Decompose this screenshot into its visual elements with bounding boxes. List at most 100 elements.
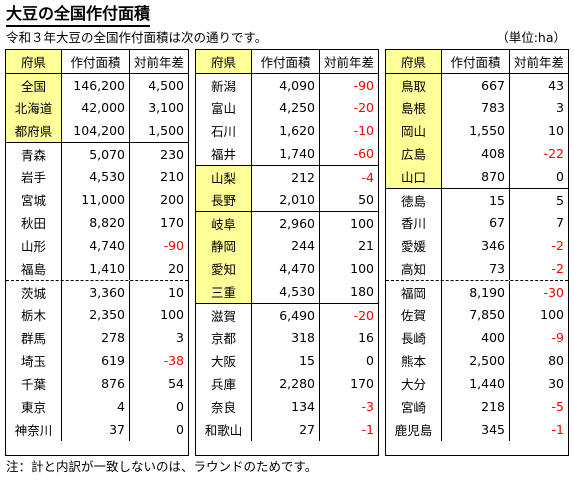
planted-area: 318 (252, 326, 320, 349)
planted-area: 218 (442, 395, 510, 418)
table-row: 長崎 400 -9 (386, 326, 568, 349)
planted-area: 4,090 (252, 74, 320, 97)
year-over-year-diff: 80 (548, 353, 564, 368)
planted-area: 2,500 (442, 349, 510, 372)
year-over-year-diff: 0 (176, 399, 184, 414)
planted-area: 67 (442, 211, 510, 234)
planted-area: 619 (62, 349, 130, 372)
table-row: 宮城 11,000 200 (6, 188, 188, 211)
table-row: 愛知 4,470 100 (196, 257, 378, 280)
year-over-year-diff: 180 (350, 284, 374, 299)
intro-text: 令和３年大豆の全国作付面積は次の通りです。 (6, 30, 268, 45)
table-row: 岡山 1,550 10 (386, 119, 568, 142)
prefecture-name: 宮城 (6, 188, 62, 211)
planted-area: 876 (62, 372, 130, 395)
planted-area: 1,740 (252, 142, 320, 165)
prefecture-name: 徳島 (386, 189, 442, 212)
table-row: 神奈川 37 0 (6, 418, 188, 441)
planted-area: 2,010 (252, 188, 320, 211)
year-over-year-diff: 50 (358, 192, 374, 207)
planted-area: 400 (442, 326, 510, 349)
planted-area: 2,350 (62, 303, 130, 326)
table-row: 新潟 4,090 -90 (196, 73, 378, 97)
prefecture-name: 大阪 (196, 349, 252, 372)
planted-area: 244 (252, 234, 320, 257)
table-row: 和歌山 27 -1 (196, 418, 378, 441)
table-row: 石川 1,620 -10 (196, 119, 378, 142)
prefecture-name: 福岡 (386, 281, 442, 304)
table-column-1: 府県 作付面積 対前年差 全国 146,200 4,500 北海道 42,000 3,100 都府… (5, 49, 189, 456)
planted-area: 146,200 (62, 74, 130, 97)
prefecture-name: 和歌山 (196, 418, 252, 441)
year-over-year-diff: 230 (160, 147, 184, 162)
year-over-year-diff: -20 (353, 308, 374, 323)
page-title: 大豆の全国作付面積 (6, 4, 151, 27)
year-over-year-diff: 170 (350, 376, 374, 391)
table-row: 三重 4,530 180 (196, 280, 378, 303)
prefecture-name: 鳥取 (386, 74, 442, 97)
planted-area: 37 (62, 418, 130, 441)
header-pref: 府県 (6, 50, 62, 73)
year-over-year-diff: 210 (160, 169, 184, 184)
table-row: 高知 73 -2 (386, 257, 568, 280)
year-over-year-diff: 7 (556, 215, 564, 230)
prefecture-name: 宮崎 (386, 395, 442, 418)
header-area: 作付面積 (252, 50, 320, 73)
prefecture-name: 三重 (196, 280, 252, 303)
year-over-year-diff: 10 (548, 123, 564, 138)
planted-area: 134 (252, 395, 320, 418)
prefecture-name: 静岡 (196, 234, 252, 257)
year-over-year-diff: -5 (551, 399, 564, 414)
planted-area: 104,200 (62, 119, 130, 142)
table-header-row: 府県 作付面積 対前年差 (6, 50, 188, 73)
table-row: 島根 783 3 (386, 96, 568, 119)
prefecture-name: 広島 (386, 142, 442, 165)
planted-area: 6,490 (252, 304, 320, 327)
year-over-year-diff: 170 (160, 215, 184, 230)
table-row: 京都 318 16 (196, 326, 378, 349)
year-over-year-diff: 3 (176, 330, 184, 345)
planted-area: 1,550 (442, 119, 510, 142)
table-row: 長野 2,010 50 (196, 188, 378, 211)
planted-area: 4,740 (62, 234, 130, 257)
year-over-year-diff: 16 (358, 330, 374, 345)
planted-area: 73 (442, 257, 510, 280)
prefecture-name: 岡山 (386, 119, 442, 142)
year-over-year-diff: 100 (540, 307, 564, 322)
header-area: 作付面積 (442, 50, 510, 73)
table-row: 香川 67 7 (386, 211, 568, 234)
planted-area: 15 (442, 189, 510, 212)
planted-area: 2,280 (252, 372, 320, 395)
table-header-row: 府県 作付面積 対前年差 (196, 50, 378, 73)
year-over-year-diff: 43 (548, 78, 564, 93)
planted-area: 1,440 (442, 372, 510, 395)
prefecture-name: 石川 (196, 119, 252, 142)
year-over-year-diff: 200 (160, 192, 184, 207)
planted-area: 4 (62, 395, 130, 418)
planted-area: 4,530 (62, 165, 130, 188)
planted-area: 4,250 (252, 96, 320, 119)
year-over-year-diff: -1 (361, 422, 374, 437)
table-row: 滋賀 6,490 -20 (196, 303, 378, 327)
table-row: 千葉 876 54 (6, 372, 188, 395)
table-header-row: 府県 作付面積 対前年差 (386, 50, 568, 73)
planted-area: 4,470 (252, 257, 320, 280)
year-over-year-diff: -30 (543, 285, 564, 300)
prefecture-name: 鹿児島 (386, 418, 442, 441)
prefecture-name: 神奈川 (6, 418, 62, 441)
table-row: 山形 4,740 -90 (6, 234, 188, 257)
prefecture-name: 秋田 (6, 211, 62, 234)
year-over-year-diff: 20 (168, 261, 184, 276)
year-over-year-diff: -2 (551, 261, 564, 276)
planted-area: 8,820 (62, 211, 130, 234)
year-over-year-diff: -3 (361, 399, 374, 414)
prefecture-name: 長崎 (386, 326, 442, 349)
prefecture-name: 長野 (196, 188, 252, 211)
planted-area: 5,070 (62, 143, 130, 166)
year-over-year-diff: 4,500 (148, 78, 184, 93)
year-over-year-diff: 1,500 (148, 123, 184, 138)
prefecture-name: 山梨 (196, 166, 252, 189)
year-over-year-diff: -90 (353, 78, 374, 93)
year-over-year-diff: -9 (551, 330, 564, 345)
prefecture-name: 佐賀 (386, 303, 442, 326)
